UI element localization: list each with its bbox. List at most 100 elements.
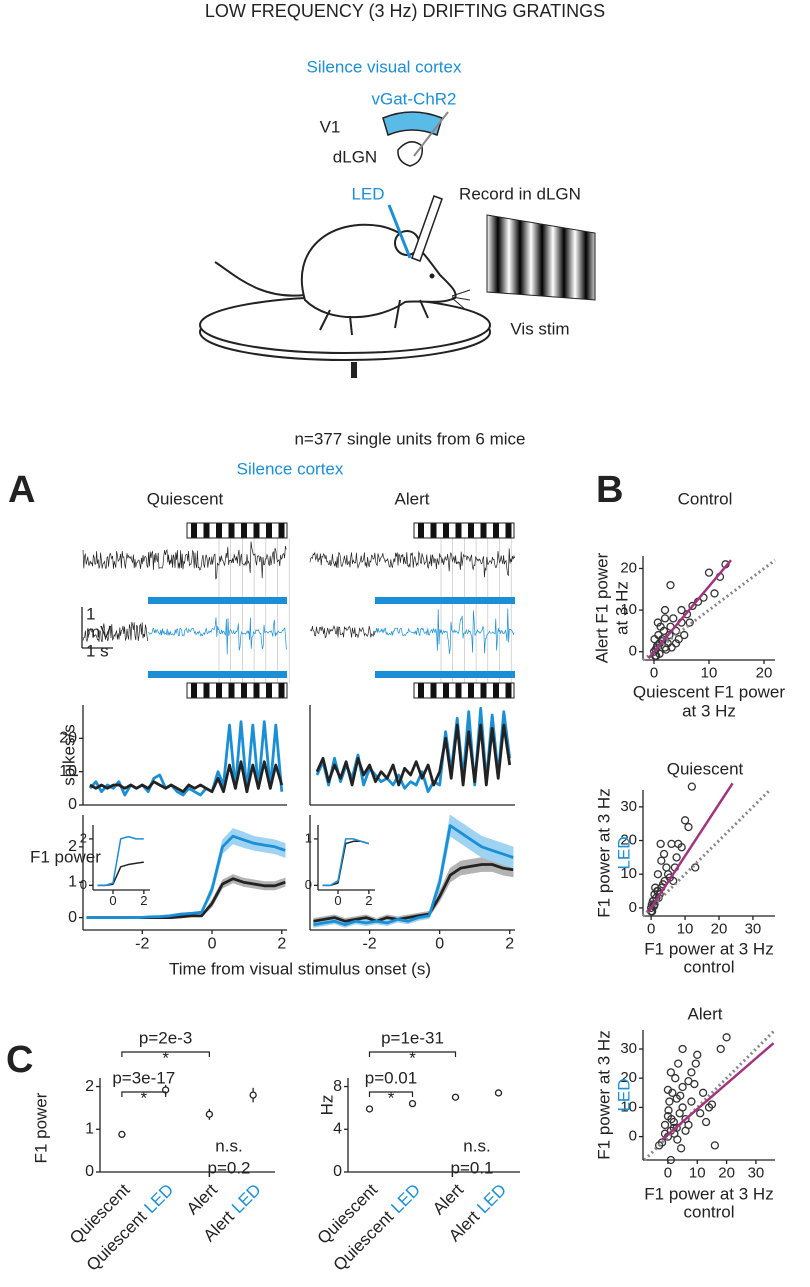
- point: [656, 839, 665, 849]
- raw-trace: [147, 617, 287, 655]
- sample-label: n=377 single units from 6 mice: [294, 429, 525, 448]
- grating-cell: [430, 683, 437, 698]
- series-line: [322, 840, 370, 887]
- x-tick-label: 10: [689, 1164, 706, 1181]
- x-axis-label: control: [683, 957, 734, 976]
- silence-label: Silence visual cortex: [307, 57, 462, 76]
- x-axis-label: at 3 Hz: [682, 701, 736, 720]
- grating-cell: [241, 683, 247, 698]
- silence-cortex-label: Silence cortex: [237, 459, 344, 478]
- point: [665, 1097, 674, 1106]
- grating-cell: [418, 683, 424, 698]
- point: [666, 1068, 676, 1077]
- y-tick-label: 10: [620, 601, 637, 618]
- grating-bar: [413, 682, 515, 699]
- grating-cell: [191, 523, 197, 538]
- x-tick-label: 0: [647, 920, 655, 937]
- category-part: Alert: [429, 1180, 467, 1218]
- point: [674, 635, 683, 644]
- y-tick-label: 2: [85, 1078, 94, 1095]
- chart-title: Alert: [688, 1004, 723, 1023]
- panel-label: A: [8, 469, 35, 511]
- y-axis-label: LED: [614, 1078, 633, 1111]
- point: [710, 589, 719, 598]
- point: [680, 816, 690, 825]
- point: [685, 618, 694, 627]
- point: [666, 580, 675, 590]
- point: [650, 635, 659, 644]
- point: [677, 843, 686, 852]
- y-tick-label: 4: [333, 1120, 342, 1137]
- y-tick-label: 20: [620, 559, 637, 576]
- category-part: LED: [388, 1181, 425, 1218]
- x-tick-label: 20: [718, 1164, 735, 1181]
- point: [661, 645, 671, 654]
- point: [678, 1082, 687, 1092]
- x-tick-label: 2: [505, 936, 514, 953]
- y-tick-label: 1: [85, 1120, 94, 1137]
- led-bar: [375, 671, 515, 678]
- stim-label: Vis stim: [510, 319, 569, 338]
- point: [660, 614, 670, 623]
- series-line: [313, 824, 514, 927]
- grating-cell: [455, 683, 462, 698]
- record-label: Record in dLGN: [459, 184, 581, 203]
- point: [667, 1114, 676, 1124]
- panel-label: B: [596, 469, 623, 511]
- scale-label: 1: [86, 604, 95, 623]
- y-tick-label: 0: [629, 643, 637, 660]
- point: [707, 1100, 717, 1109]
- point: [667, 839, 676, 849]
- y-tick-label: 0: [305, 877, 312, 892]
- point: [671, 1074, 680, 1083]
- point: [704, 568, 714, 577]
- point: [651, 645, 660, 654]
- x-tick-label: -2: [362, 936, 376, 953]
- point: [691, 1059, 700, 1068]
- y-tick-label: 0: [68, 909, 77, 926]
- chart-title: Alert: [395, 489, 430, 508]
- v1-label: V1: [320, 117, 341, 136]
- point: [365, 1105, 374, 1113]
- chart-title: Quiescent: [667, 759, 744, 778]
- y-axis-label: Alert F1 power: [592, 552, 611, 663]
- point: [696, 1109, 705, 1118]
- schematic: Silence visual cortex vGat-ChR2 V1 dLGN …: [199, 57, 596, 378]
- point: [659, 849, 669, 859]
- led-bar: [148, 671, 287, 678]
- y-tick-label: 8: [333, 1078, 342, 1095]
- bracket: [368, 1051, 457, 1057]
- point: [671, 639, 681, 648]
- point: [716, 1044, 725, 1054]
- grating-cell: [505, 523, 512, 538]
- y-axis-label: F1 power: [30, 847, 101, 866]
- point: [678, 1044, 687, 1054]
- point: [680, 630, 689, 640]
- grating-cell: [216, 683, 222, 698]
- point: [658, 637, 667, 646]
- y-tick-label: 2: [68, 838, 77, 855]
- grating-cell: [430, 523, 437, 538]
- y-axis-label: Hz: [317, 1095, 336, 1116]
- y-tick-label: 10: [620, 1098, 637, 1115]
- point: [653, 870, 663, 879]
- point: [205, 1110, 214, 1118]
- grating-cell: [493, 523, 499, 538]
- x-tick-label: 0: [664, 1164, 672, 1181]
- point: [673, 1135, 682, 1144]
- point: [688, 601, 697, 611]
- category-part: Alert: [183, 1180, 221, 1218]
- x-tick-label: 30: [748, 1164, 765, 1181]
- point: [710, 1141, 720, 1150]
- unity-line: [643, 1028, 777, 1162]
- point: [663, 1085, 673, 1095]
- point: [494, 1089, 503, 1097]
- grating-cell: [418, 523, 424, 538]
- point: [662, 863, 671, 872]
- grating-cell: [216, 523, 222, 538]
- point: [687, 1068, 696, 1077]
- point: [652, 651, 661, 660]
- category-part: Alert: [445, 1207, 483, 1245]
- series-line: [88, 720, 284, 797]
